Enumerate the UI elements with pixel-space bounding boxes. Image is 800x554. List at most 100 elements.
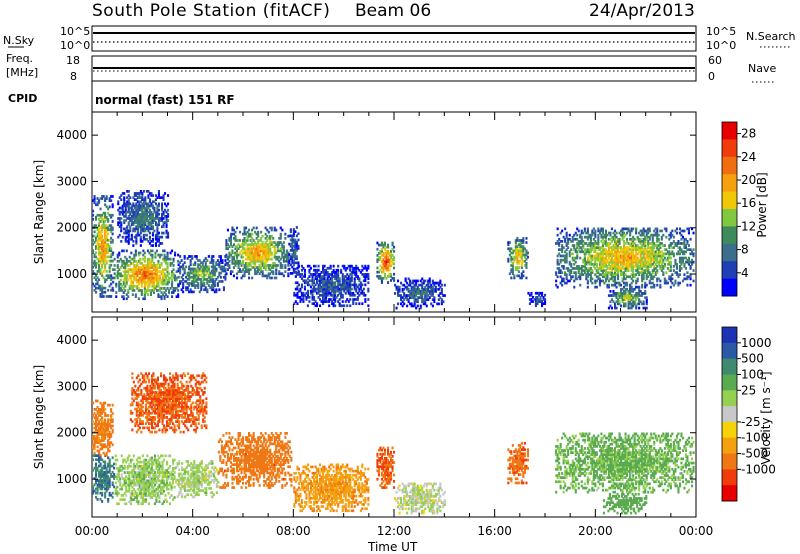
- data-cell: [601, 275, 604, 279]
- data-cell: [225, 245, 228, 248]
- data-cell: [166, 257, 169, 261]
- data-cell: [246, 262, 249, 265]
- data-cell: [105, 228, 108, 232]
- data-cell: [607, 279, 610, 283]
- data-cell: [169, 276, 172, 280]
- data-cell: [660, 250, 663, 254]
- data-cell: [356, 266, 359, 270]
- data-cell: [624, 296, 627, 299]
- data-cell: [427, 281, 430, 285]
- data-cell: [379, 275, 382, 278]
- data-cell: [294, 238, 297, 242]
- data-cell: [287, 264, 290, 267]
- data-cell: [614, 273, 617, 276]
- data-cell: [141, 194, 144, 197]
- data-cell: [662, 233, 665, 237]
- data-cell: [95, 247, 98, 250]
- data-cell: [246, 247, 249, 251]
- data-cell: [618, 296, 621, 299]
- data-cell: [573, 248, 576, 251]
- data-cell: [267, 237, 270, 240]
- data-cell: [651, 269, 654, 272]
- data-cell: [598, 231, 601, 235]
- data-cell: [239, 259, 242, 263]
- data-cell: [683, 240, 686, 243]
- data-cell: [195, 267, 198, 271]
- data-cell: [160, 278, 163, 282]
- data-cell: [393, 258, 396, 261]
- data-cell: [666, 258, 669, 262]
- data-cell: [514, 266, 517, 269]
- data-cell: [135, 192, 138, 195]
- data-cell: [406, 296, 409, 299]
- data-cell: [119, 278, 122, 282]
- data-cell: [180, 265, 183, 269]
- data-cell: [586, 285, 589, 289]
- data-cell: [571, 252, 574, 256]
- data-cell: [218, 265, 221, 269]
- data-cell: [565, 281, 568, 285]
- data-cell: [632, 242, 635, 245]
- data-cell: [630, 246, 633, 249]
- data-cell: [257, 259, 260, 263]
- data-cell: [264, 253, 267, 257]
- data-cell: [157, 202, 160, 206]
- data-cell: [313, 298, 316, 301]
- data-cell: [319, 287, 322, 291]
- data-cell: [393, 245, 396, 249]
- data-cell: [519, 243, 522, 246]
- data-cell: [96, 466, 99, 470]
- data-cell: [291, 265, 294, 269]
- data-cell: [145, 237, 148, 241]
- data-cell: [248, 270, 251, 273]
- data-cell: [314, 300, 317, 303]
- data-cell: [201, 263, 204, 267]
- data-cell: [576, 252, 579, 256]
- data-cell: [143, 282, 146, 286]
- data-cell: [313, 287, 316, 291]
- data-cell: [107, 238, 110, 242]
- data-cell: [387, 268, 390, 272]
- data-cell: [358, 287, 361, 291]
- data-cell: [249, 268, 252, 271]
- data-cell: [104, 228, 107, 232]
- data-cell: [609, 277, 612, 281]
- data-cell: [597, 271, 600, 274]
- data-cell: [629, 306, 632, 310]
- data-cell: [630, 256, 633, 260]
- data-cell: [349, 285, 352, 289]
- data-cell: [340, 293, 343, 297]
- data-cell: [606, 267, 609, 270]
- data-cell: [104, 234, 107, 238]
- data-cell: [416, 296, 419, 299]
- data-cell: [390, 256, 393, 259]
- data-cell: [130, 287, 133, 290]
- data-cell: [379, 258, 382, 261]
- data-cell: [672, 246, 675, 249]
- data-cell: [231, 262, 234, 265]
- data-cell: [258, 245, 261, 248]
- data-cell: [145, 272, 148, 276]
- data-cell: [93, 197, 96, 200]
- data-cell: [294, 300, 297, 303]
- data-cell: [403, 287, 406, 291]
- data-cell: [591, 256, 594, 260]
- data-cell: [251, 257, 254, 261]
- data-cell: [603, 233, 606, 237]
- data-cell: [204, 273, 207, 277]
- data-cell: [630, 229, 633, 233]
- data-cell: [299, 273, 302, 276]
- data-cell: [589, 267, 592, 270]
- data-cell: [254, 230, 257, 234]
- data-cell: [101, 458, 104, 462]
- data-cell: [134, 251, 137, 255]
- data-cell: [320, 285, 323, 289]
- data-cell: [92, 435, 95, 438]
- data-cell: [133, 289, 136, 292]
- data-cell: [633, 246, 636, 249]
- data-cell: [541, 293, 544, 297]
- data-cell: [639, 258, 642, 262]
- data-cell: [188, 290, 191, 294]
- data-cell: [260, 243, 263, 246]
- data-cell: [93, 195, 96, 198]
